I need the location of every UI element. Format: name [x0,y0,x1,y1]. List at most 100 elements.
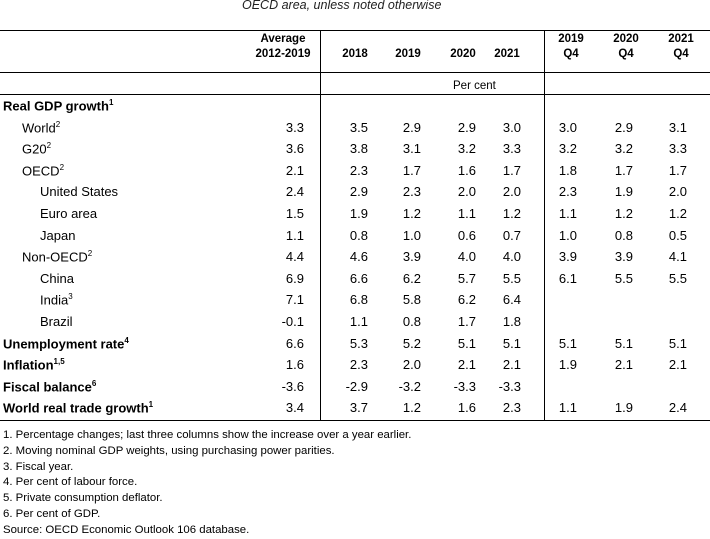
column-header-line1 [472,32,542,47]
row-label-text: Non-OECD [22,249,88,265]
row-label: Unemployment rate4 [3,336,129,351]
footnote: 6. Per cent of GDP. [3,507,101,520]
table-cell: 3.0 [502,119,521,135]
row-label: Japan [40,228,75,243]
table-cell: 2.9 [349,184,368,200]
table-cell: 0.5 [668,227,687,243]
table-cell: 2.9 [402,119,421,135]
row-label-text: Brazil [40,314,73,329]
table-row: Non-OECD2 4.4 4.6 3.9 4.0 4.0 3.9 3.9 4.1 [0,246,710,267]
table-cell: 6.6 [285,335,304,351]
table-cell: 5.5 [502,270,521,286]
table-cell: 3.9 [558,249,577,265]
unit-divider [0,94,710,95]
table-cell: 1.7 [502,162,521,178]
table-cell: 3.3 [502,141,521,157]
table-cell: 6.4 [502,292,521,308]
table-cell: 3.0 [558,119,577,135]
row-label: Non-OECD2 [22,249,92,264]
table-cell: 3.9 [614,249,633,265]
footnote-marker: 1,5 [53,357,65,367]
table-cell: 2.3 [349,357,368,373]
table-cell: 1.0 [402,227,421,243]
row-label: Brazil [40,314,73,329]
table-cell: 1.7 [668,162,687,178]
table-cell: -3.6 [281,378,304,394]
table-row: World2 3.3 3.5 2.9 2.9 3.0 3.0 2.9 3.1 [0,117,710,138]
row-label-text: G20 [22,141,47,157]
column-header: 2019 Q4 [536,32,606,62]
table-cell: 5.2 [402,335,421,351]
table-cell: 0.8 [614,227,633,243]
table-cell: 2.4 [285,184,304,200]
row-label: World real trade growth1 [3,400,153,415]
footnote-marker: 2 [59,162,65,172]
table-cell: 4.1 [668,249,687,265]
table-cell: 0.7 [502,227,521,243]
table-row: India3 7.1 6.8 5.8 6.2 6.4 [0,289,710,310]
table-cell: 2.1 [668,357,687,373]
table-row: United States 2.4 2.9 2.3 2.0 2.0 2.3 1.9 2.0 [0,181,710,202]
row-label-text: China [40,270,74,286]
table-cell: 3.1 [402,141,421,157]
table-cell: 3.7 [349,400,368,416]
table-cell: 3.2 [558,141,577,157]
footnote: 3. Fiscal year. [3,460,74,473]
table-cell: 1.2 [402,400,421,416]
table-cell: 5.8 [402,292,421,308]
table-cell: 3.1 [668,119,687,135]
table-subtitle: OECD area, unless noted otherwise [242,0,442,12]
footnote: 5. Private consumption deflator. [3,492,163,505]
table-cell: -0.1 [281,314,304,329]
table-cell: 0.8 [402,314,421,329]
table-cell: 1.9 [614,400,633,416]
column-header-line1: 2021 [668,33,694,45]
column-header-line1: 2019 [558,33,584,45]
footnote: 1. Percentage changes; last three column… [3,429,412,441]
table-cell: 7.1 [285,292,304,308]
row-label-text: United States [40,184,119,200]
footnote-marker: 2 [46,141,52,151]
table-notes: 1. Percentage changes; last three column… [3,428,411,539]
table-cell: 6.8 [349,292,368,308]
table-cell: 1.7 [614,162,633,178]
row-label-text: Real GDP growth [3,98,109,114]
row-label: China [40,271,74,286]
table-cell: 3.9 [402,249,421,265]
table-cell: 2.0 [502,184,521,200]
table-cell: 1.1 [558,400,577,416]
column-header: 2021 Q4 [646,32,710,62]
column-header: 2020 [428,32,498,62]
footnote: 2. Moving nominal GDP weights, using pur… [3,444,335,457]
table-cell: 2.9 [614,119,633,135]
column-header-line2: Q4 [563,48,579,60]
table-cell: 1.6 [457,400,476,416]
table-cell: 0.8 [349,227,368,243]
table-cell: 4.0 [457,249,476,265]
table-cell: 5.5 [614,270,633,286]
row-label-text: Japan [40,227,76,243]
table-cell: 2.3 [402,184,421,200]
table-cell: 3.8 [349,141,368,157]
table-cell: 3.3 [285,119,304,135]
table-cell: 1.2 [502,206,521,221]
row-label-text: World [22,119,56,135]
row-label: World2 [22,120,60,135]
header-divider [0,72,710,73]
row-label: G202 [22,141,51,156]
table-cell: 3.5 [349,119,368,135]
column-divider-right [544,31,545,420]
table-cell: 5.1 [457,335,476,351]
table-cell: 1.1 [349,314,368,329]
table-cell: 1.0 [558,227,577,243]
column-divider-left [320,31,321,420]
column-header: 2021 [472,32,542,62]
table-cell: 2.3 [558,184,577,200]
table-row: World real trade growth1 3.4 3.7 1.2 1.6 2.3 1… [0,397,710,418]
table-cell: 1.2 [614,206,633,221]
column-header-line2: 2020 [450,48,476,60]
row-label-text: India [40,292,69,308]
table-cell: 1.7 [457,314,476,329]
table-cell: 5.1 [502,335,521,351]
table-cell: -2.9 [345,378,368,394]
